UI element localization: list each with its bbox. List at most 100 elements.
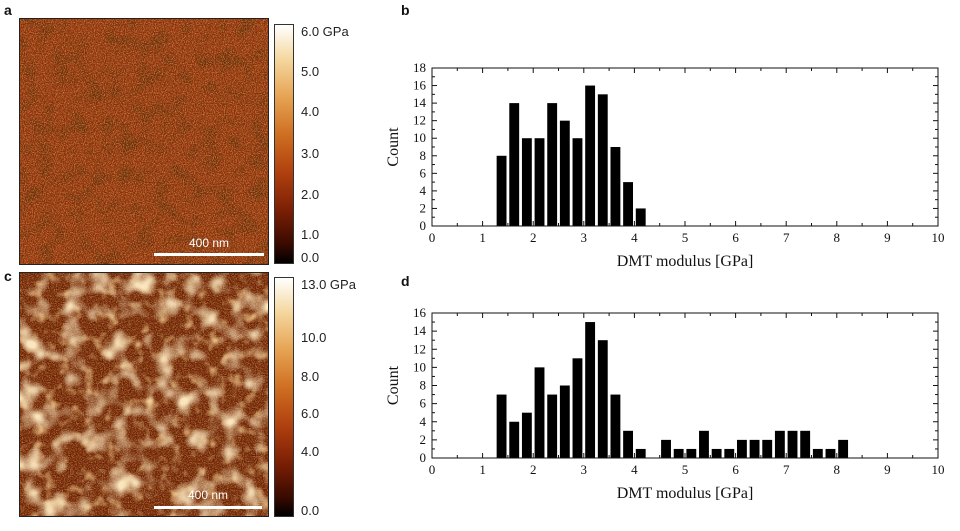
scalebar-a: [154, 253, 264, 256]
colorbar-a-tick-3: 3.0: [301, 146, 320, 161]
afm-modulus-map-a: [19, 18, 269, 265]
histogram-bar: [534, 367, 545, 458]
plot-frame: [431, 67, 939, 227]
histogram-bar: [572, 358, 583, 458]
y-tick-label: 8: [420, 378, 427, 393]
y-tick-label: 4: [420, 414, 427, 429]
histogram-bar: [686, 448, 697, 458]
y-tick-label: 6: [420, 165, 427, 180]
x-tick-label: 4: [631, 230, 638, 245]
colorbar-a-tick-1: 5.0: [301, 64, 320, 79]
histogram-bar: [699, 430, 709, 458]
colorbar-a-tick-0: 6.0 GPa: [301, 24, 349, 39]
colorbar-a-tick-2: 4.0: [301, 104, 320, 119]
histogram-bar: [509, 103, 520, 226]
histogram-bar: [749, 439, 760, 458]
colorbar-a-tick-5: 1.0: [301, 227, 320, 242]
histogram-bar: [496, 155, 507, 226]
panel-letter-d: d: [401, 273, 410, 289]
histogram-bar: [661, 439, 671, 458]
afm-modulus-map-c: [19, 272, 269, 517]
scalebar-label-a: 400 nm: [188, 236, 230, 250]
x-tick-label: 3: [581, 462, 588, 477]
panel-letter-a: a: [4, 2, 12, 18]
y-tick-label: 6: [420, 396, 427, 411]
x-tick-label: 5: [682, 462, 689, 477]
x-tick-label: 0: [429, 230, 436, 245]
histogram-bar: [623, 182, 634, 226]
colorbar-a: [274, 24, 294, 264]
histogram-bar: [534, 138, 545, 226]
x-tick-label: 5: [682, 230, 689, 245]
y-tick-label: 10: [413, 359, 426, 374]
y-tick-label: 16: [413, 78, 427, 93]
histogram-bar: [711, 448, 722, 458]
y-tick-label: 18: [413, 60, 426, 75]
y-tick-label: 2: [420, 432, 427, 447]
histogram-bar: [635, 448, 646, 458]
histogram-bar: [597, 340, 608, 458]
histogram-bar: [610, 394, 621, 458]
scalebar-c: [154, 506, 262, 509]
histogram-bar: [736, 439, 747, 458]
x-tick-label: 4: [631, 462, 638, 477]
histogram-bar: [509, 421, 520, 458]
histogram-bar: [724, 448, 735, 458]
x-tick-label: 10: [932, 462, 945, 477]
colorbar-c-tick-0: 13.0 GPa: [301, 277, 356, 292]
histogram-bar: [559, 120, 570, 226]
histogram-bar: [800, 430, 811, 458]
x-tick-label: 9: [884, 230, 891, 245]
histogram-bar: [521, 138, 532, 226]
x-tick-label: 8: [834, 230, 841, 245]
colorbar-a-tick-6: 0.0: [301, 250, 320, 265]
histogram-bar: [521, 412, 532, 458]
x-tick-label: 8: [834, 462, 841, 477]
x-tick-label: 9: [884, 462, 891, 477]
y-axis-label: Count: [385, 127, 402, 167]
x-tick-label: 0: [429, 462, 436, 477]
histogram-bar: [585, 85, 596, 226]
scalebar-label-c: 400 nm: [187, 488, 229, 502]
histogram-bar: [547, 394, 558, 458]
x-tick-label: 10: [932, 230, 945, 245]
y-tick-label: 14: [413, 95, 427, 110]
x-tick-label: 2: [530, 230, 537, 245]
panel-letter-c: c: [4, 268, 12, 284]
y-tick-label: 4: [420, 183, 427, 198]
histogram-bar: [610, 147, 621, 226]
afm-texture-c: [20, 273, 268, 516]
histogram-bar: [812, 448, 823, 458]
y-tick-label: 12: [413, 113, 426, 128]
y-tick-label: 0: [420, 450, 427, 465]
y-tick-label: 12: [413, 341, 426, 356]
histogram-bar: [496, 394, 507, 458]
histogram-bar: [838, 439, 849, 458]
x-tick-label: 3: [581, 230, 588, 245]
histogram-bar: [623, 430, 634, 458]
colorbar-c-tick-2: 8.0: [301, 369, 320, 384]
y-tick-label: 2: [420, 200, 427, 215]
histogram-bar: [762, 439, 773, 458]
colorbar-c-tick-1: 10.0: [301, 330, 327, 345]
colorbar-c-tick-4: 4.0: [301, 444, 320, 459]
histogram-bar: [774, 430, 785, 458]
x-axis-label: DMT modulus [GPa]: [617, 253, 754, 270]
afm-texture-a: [20, 19, 268, 264]
x-tick-label: 6: [732, 462, 739, 477]
x-axis-label: DMT modulus [GPa]: [617, 485, 754, 502]
y-tick-label: 10: [413, 130, 426, 145]
colorbar-c-tick-3: 6.0: [301, 406, 320, 421]
y-tick-label: 8: [420, 148, 427, 163]
plot-frame: [431, 312, 939, 459]
histogram-bar: [572, 138, 583, 226]
x-tick-label: 1: [479, 230, 486, 245]
x-tick-label: 2: [530, 462, 537, 477]
colorbar-a-tick-4: 2.0: [301, 187, 320, 202]
histogram-bar: [547, 103, 558, 226]
y-tick-label: 16: [413, 305, 427, 320]
y-axis-label: Count: [385, 365, 402, 405]
x-tick-label: 7: [783, 462, 790, 477]
